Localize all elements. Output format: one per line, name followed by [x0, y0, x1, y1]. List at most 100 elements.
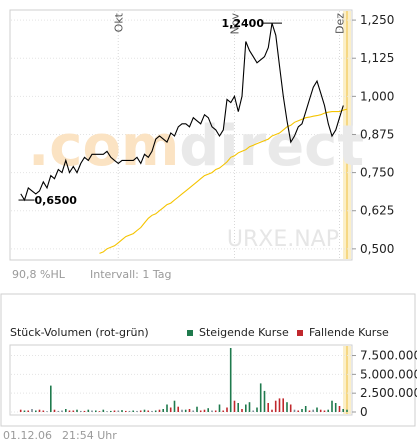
moving-average-line — [99, 108, 348, 254]
volume-bar — [154, 410, 157, 412]
legend-rising-label: Steigende Kurse — [199, 326, 289, 339]
volume-tick-label: 7.500.000 — [360, 349, 417, 363]
volume-bar — [338, 406, 341, 412]
volume-bar — [76, 409, 78, 412]
volume-bar — [31, 409, 33, 412]
volume-bar — [65, 409, 67, 412]
volume-bar — [327, 409, 329, 412]
price-panel: .comdirect URXE.NAP 1,250 1,125 1,000 0,875… — [9, 9, 394, 281]
volume-bars — [19, 348, 348, 412]
price-tick-label: 0,625 — [360, 204, 394, 218]
volume-bar — [252, 410, 254, 412]
footer-time: 21:54 Uhr — [62, 429, 117, 442]
volume-bar — [207, 408, 209, 412]
volume-y-axis: 7.500.000 5.000.000 2.500.000 0 — [352, 349, 417, 419]
volume-bar — [106, 411, 108, 412]
volume-bar — [248, 402, 251, 412]
volume-bar — [256, 407, 258, 412]
month-labels: Okt Nov Dez — [112, 12, 346, 34]
volume-bar — [46, 411, 48, 412]
volume-bar — [192, 410, 194, 412]
volume-bar — [199, 410, 202, 412]
range-info: 90,8 %HL — [12, 268, 66, 281]
volume-bar — [38, 409, 41, 412]
volume-bar — [274, 400, 277, 412]
volume-bar — [83, 410, 86, 412]
volume-bar — [319, 409, 322, 412]
price-tick-label: 1,000 — [360, 89, 394, 103]
volume-frame — [0, 293, 416, 427]
volume-tick-label: 0 — [360, 405, 368, 419]
volume-bar — [61, 410, 63, 412]
volume-bar — [158, 409, 161, 412]
volume-bar — [42, 410, 45, 412]
volume-bar — [23, 410, 26, 412]
volume-bar — [132, 410, 134, 412]
volume-bar — [95, 410, 97, 412]
volume-bar — [147, 410, 149, 412]
volume-bar — [57, 410, 60, 412]
interval-info: Intervall: 1 Tag — [90, 268, 172, 281]
volume-bar — [162, 409, 164, 412]
volume-bar — [27, 410, 29, 412]
min-label: 0,6500 — [35, 194, 78, 207]
volume-bar — [98, 411, 101, 412]
volume-bar — [218, 404, 221, 412]
legend-falling-swatch — [297, 330, 303, 336]
price-tick-label: 1,250 — [360, 13, 394, 27]
watermark-logo: .comdirect — [28, 114, 364, 179]
volume-bar — [278, 398, 281, 412]
volume-bar — [214, 410, 217, 412]
volume-bar — [293, 409, 296, 412]
volume-bar — [128, 410, 131, 412]
month-label: Okt — [112, 12, 125, 32]
volume-bar — [72, 410, 75, 412]
volume-plot-frame — [9, 344, 353, 416]
volume-bar — [121, 410, 123, 412]
volume-title: Stück-Volumen (rot-grün) — [10, 326, 149, 339]
volume-bar — [177, 406, 179, 412]
max-label: 1,2400 — [222, 17, 265, 30]
volume-bar — [241, 409, 243, 412]
footer-date: 01.12.06 — [3, 429, 52, 442]
volume-bar — [166, 404, 168, 412]
volume-bar — [312, 409, 314, 412]
watermark-part2: direct — [179, 114, 364, 179]
volume-bar — [323, 410, 326, 412]
volume-bar — [286, 402, 288, 412]
volume-bar — [222, 410, 224, 412]
volume-bar — [259, 383, 262, 412]
volume-bar — [113, 410, 116, 412]
volume-bar — [282, 398, 284, 412]
volume-bar — [308, 410, 311, 412]
volume-bar — [169, 407, 172, 412]
volume-bar — [102, 409, 105, 412]
moving-average-layer — [99, 108, 348, 254]
legend-falling-label: Fallende Kurse — [309, 326, 389, 339]
volume-bar — [188, 409, 191, 412]
volume-bar — [233, 400, 236, 412]
volume-bar — [203, 409, 206, 412]
volume-bar — [91, 410, 93, 412]
price-y-axis: 1,250 1,125 1,000 0,875 0,750 0,625 0,500 — [352, 13, 394, 256]
volume-bar — [53, 409, 56, 412]
volume-bar — [143, 409, 146, 412]
volume-tick-label: 5.000.000 — [360, 367, 417, 381]
volume-bar — [301, 409, 303, 412]
volume-bar — [271, 409, 273, 412]
volume-bar — [181, 409, 183, 412]
volume-bar — [237, 403, 239, 412]
legend-rising-swatch — [187, 330, 193, 336]
volume-bar — [151, 410, 153, 412]
volume-bar — [117, 410, 120, 412]
watermark-part1: .com — [28, 114, 179, 179]
volume-panel: Stück-Volumen (rot-grün) Steigende Kurse… — [0, 293, 417, 427]
volume-bar — [245, 404, 247, 412]
month-label: Dez — [334, 13, 347, 34]
price-line — [20, 23, 344, 202]
volume-bar — [125, 410, 127, 412]
volume-bar — [267, 403, 269, 412]
volume-bar — [136, 410, 138, 412]
volume-bar — [331, 400, 333, 412]
